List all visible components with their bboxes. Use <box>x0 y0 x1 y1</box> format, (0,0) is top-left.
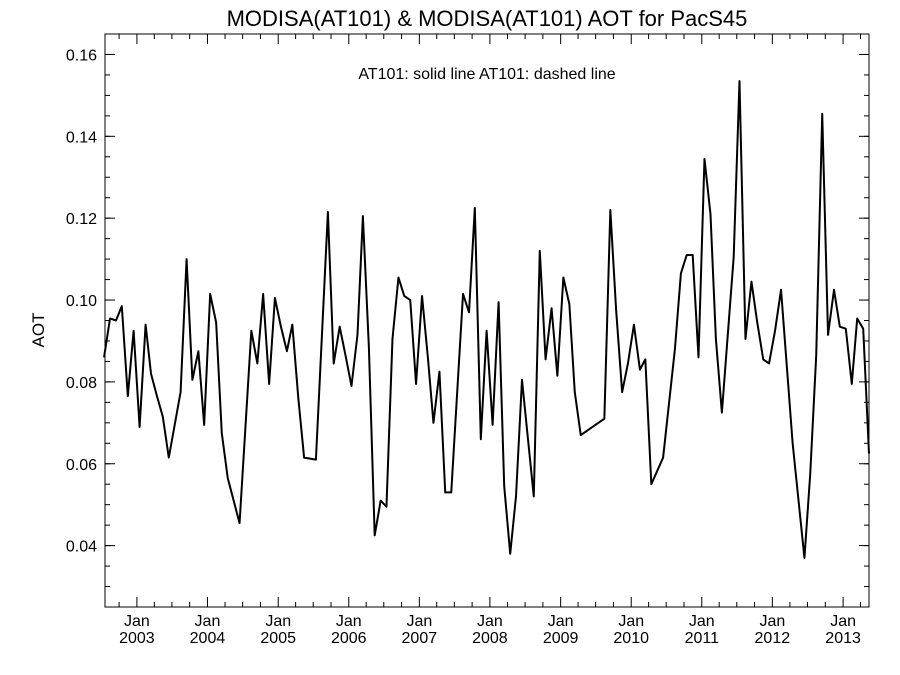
series-group <box>103 80 870 559</box>
x-tick-label-year: 2012 <box>755 630 791 647</box>
x-tick-label-year: 2003 <box>119 630 155 647</box>
x-tick-label-month: Jan <box>195 613 221 630</box>
x-tick-label-month: Jan <box>618 613 644 630</box>
x-tick-label-month: Jan <box>124 613 150 630</box>
x-tick-label-month: Jan <box>689 613 715 630</box>
y-tick-label: 0.16 <box>66 47 97 64</box>
chart-title: MODISA(AT101) & MODISA(AT101) AOT for Pa… <box>227 6 748 31</box>
x-tick-label-month: Jan <box>548 613 574 630</box>
y-tick-label: 0.10 <box>66 293 97 310</box>
x-tick-label-month: Jan <box>477 613 503 630</box>
x-tick-label-year: 2007 <box>402 630 438 647</box>
y-tick-label: 0.12 <box>66 211 97 228</box>
x-tick-label-year: 2009 <box>543 630 579 647</box>
x-tick-label-month: Jan <box>830 613 856 630</box>
y-tick-label: 0.08 <box>66 375 97 392</box>
y-tick-label: 0.04 <box>66 539 97 556</box>
y-tick-label: 0.14 <box>66 129 97 146</box>
x-tick-label-year: 2010 <box>613 630 649 647</box>
x-tick-label-year: 2011 <box>685 630 720 647</box>
legend-text: AT101: solid line AT101: dashed line <box>358 66 615 83</box>
plot-frame <box>104 33 870 608</box>
y-tick-label: 0.06 <box>66 457 97 474</box>
y-axis-label: AOT <box>29 313 48 348</box>
x-tick-label-year: 2004 <box>190 630 226 647</box>
x-axis: Jan2003Jan2004Jan2005Jan2006Jan2007Jan20… <box>118 34 861 647</box>
x-tick-label-year: 2006 <box>331 630 367 647</box>
x-tick-label-month: Jan <box>336 613 362 630</box>
x-tick-label-month: Jan <box>406 613 432 630</box>
x-tick-label-year: 2005 <box>260 630 296 647</box>
series-line-1 <box>103 80 870 559</box>
x-tick-label-year: 2008 <box>472 630 508 647</box>
x-tick-label-month: Jan <box>265 613 291 630</box>
x-tick-label-year: 2013 <box>825 630 861 647</box>
x-tick-label-month: Jan <box>759 613 785 630</box>
y-axis: 0.04 0.06 0.08 0.10 0.12 0.14 0.16 <box>66 33 869 608</box>
